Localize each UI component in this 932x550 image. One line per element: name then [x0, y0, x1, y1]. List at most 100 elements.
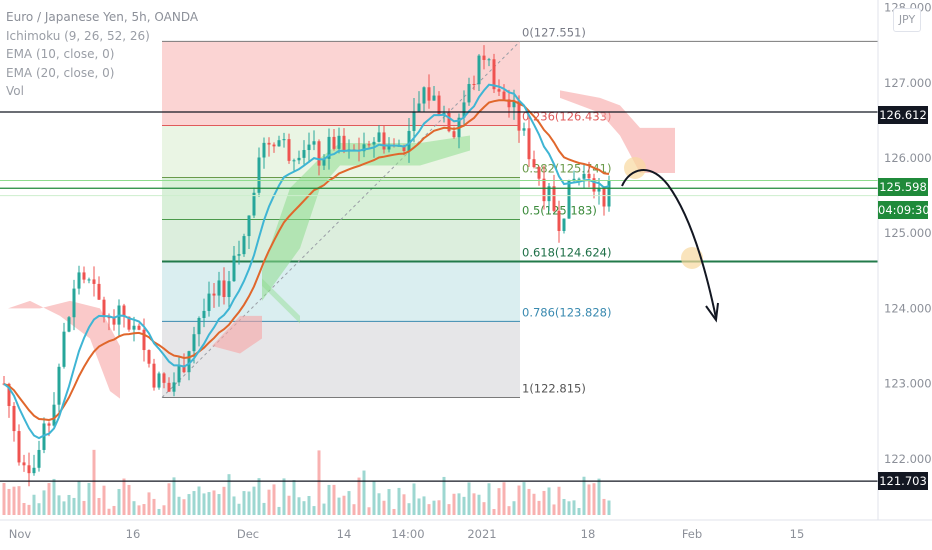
- candle-body: [587, 173, 591, 179]
- volume-bar: [307, 496, 311, 515]
- fib-zone: [162, 41, 520, 126]
- volume-bar: [242, 491, 246, 515]
- candle-body: [402, 145, 406, 151]
- volume-bar: [352, 504, 356, 515]
- candle-body: [507, 99, 511, 108]
- volume-bar: [492, 508, 496, 515]
- volume-bar: [567, 501, 571, 515]
- indicator-ema20[interactable]: EMA (20, close, 0): [6, 65, 115, 80]
- volume-bar: [457, 493, 461, 515]
- volume-bar: [212, 490, 216, 515]
- candle-body: [97, 283, 101, 300]
- indicator-ema10[interactable]: EMA (10, close, 0): [6, 47, 115, 61]
- volume-bar: [42, 490, 46, 515]
- symbol-title[interactable]: Euro / Japanese Yen, 5h, OANDA: [6, 10, 199, 24]
- volume-bar: [412, 483, 416, 515]
- volume-bar: [517, 485, 521, 515]
- candle-body: [382, 132, 386, 150]
- annotations: [621, 157, 719, 323]
- candle-body: [192, 334, 196, 352]
- volume-bar: [487, 483, 491, 515]
- volume-bar: [2, 482, 6, 515]
- candle-body: [522, 128, 526, 131]
- candle-body: [7, 383, 11, 406]
- indicator-volume[interactable]: Vol: [6, 84, 24, 98]
- horizontal-lines: [0, 111, 878, 482]
- volume-bar: [402, 494, 406, 515]
- candle-body: [592, 178, 596, 192]
- chart-legend: Euro / Japanese Yen, 5h, OANDA Ichimoku …: [6, 8, 198, 101]
- volume-bar: [327, 484, 331, 515]
- volume-bar: [422, 496, 426, 515]
- x-tick-label: 2021: [467, 527, 496, 541]
- volume-bar: [162, 505, 166, 515]
- cloud-bull: [262, 278, 300, 324]
- volume-bar: [372, 481, 376, 515]
- volume-bar: [82, 500, 86, 515]
- candle-body: [57, 366, 61, 405]
- candle-body: [312, 141, 316, 145]
- candle-body: [562, 218, 566, 231]
- indicator-ichimoku[interactable]: Ichimoku (9, 26, 52, 26): [6, 28, 150, 43]
- volume-bar: [232, 496, 236, 515]
- candle-body: [237, 254, 241, 256]
- candle-body: [12, 405, 16, 432]
- candle-body: [202, 310, 206, 318]
- candle-body: [242, 236, 246, 255]
- candle-body: [372, 141, 376, 145]
- currency-button[interactable]: JPY: [893, 8, 921, 32]
- volume-bar: [542, 490, 546, 515]
- candle-body: [437, 95, 441, 116]
- volume-bar: [157, 508, 161, 515]
- volume-bar: [137, 505, 141, 515]
- candle-body: [252, 192, 256, 216]
- highlight-circle: [624, 157, 646, 179]
- volume-bar: [87, 482, 91, 515]
- volume-bar: [57, 495, 61, 515]
- candle-body: [602, 188, 606, 207]
- y-tick-label: 124.000: [884, 301, 932, 315]
- candle-body: [302, 150, 306, 158]
- volume-bar: [222, 486, 226, 515]
- volume-bar: [522, 482, 526, 515]
- volume-bar: [217, 494, 221, 515]
- y-tick-label: 122.000: [884, 452, 932, 466]
- volume-bar: [97, 497, 101, 515]
- candle-body: [17, 431, 21, 463]
- volume-bar: [17, 486, 21, 515]
- volume-bar: [547, 487, 551, 515]
- volume-bar: [342, 495, 346, 515]
- volume-bar: [252, 486, 256, 515]
- projection-arrow: [621, 169, 717, 319]
- cloud-bear: [560, 90, 675, 174]
- x-tick-label: 16: [126, 527, 141, 541]
- y-tick-label: 125.000: [884, 226, 932, 240]
- x-tick-label: 15: [790, 527, 805, 541]
- volume-bar: [47, 483, 51, 515]
- candle-body: [222, 280, 226, 298]
- projection-arrowhead: [705, 302, 719, 323]
- candle-body: [62, 331, 66, 367]
- candle-body: [487, 59, 491, 61]
- y-tick-label: 127.000: [884, 76, 932, 90]
- candle-body: [322, 158, 326, 166]
- volume-bar: [437, 500, 441, 515]
- volume-bar: [427, 504, 431, 515]
- price-tag-upper: 126.612: [878, 106, 928, 124]
- candle-body: [492, 59, 496, 90]
- volume-bar: [12, 486, 16, 515]
- volume-bar: [92, 449, 96, 515]
- candle-body: [257, 157, 261, 193]
- candle-body: [427, 87, 431, 101]
- volume-bar: [582, 476, 586, 515]
- volume-bar: [347, 491, 351, 515]
- volume-bar: [247, 491, 251, 515]
- volume-bar: [362, 470, 366, 515]
- volume-bar: [477, 494, 481, 515]
- volume-bar: [72, 497, 76, 515]
- candle-body: [432, 95, 436, 101]
- cloud-bear: [8, 300, 120, 399]
- candle-body: [547, 186, 551, 202]
